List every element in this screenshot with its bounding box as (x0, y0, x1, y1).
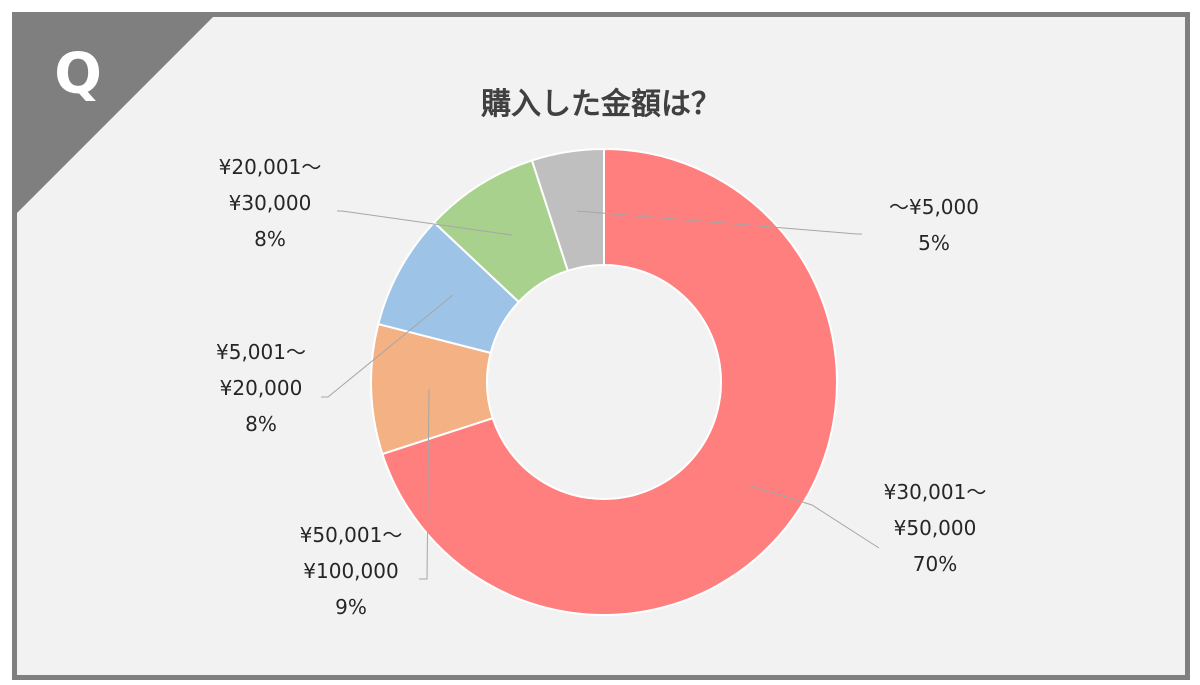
donut-chart: ¥30,001～ ¥50,000 70% ¥50,001～ ¥100,000 9% ¥5,0… (216, 147, 987, 619)
leader-line-3 (321, 294, 454, 398)
slice-category-label: ¥20,000 (220, 376, 303, 400)
donut-slice-5 (530, 147, 605, 272)
slice-percent-label: 8% (245, 412, 277, 436)
slice-percent-label: 70% (913, 552, 957, 576)
slice-category-label: ¥30,001～ (884, 480, 987, 504)
slice-percent-label: 8% (254, 227, 286, 251)
leader-line-4 (337, 210, 513, 236)
slice-category-label: ¥50,000 (894, 516, 977, 540)
q-mark: Q (54, 42, 102, 107)
chart-frame: Q 購入した金額は？ ¥30,001～ ¥50,000 70% ¥50,001～ ¥10… (12, 12, 1190, 680)
leader-line-1 (747, 484, 880, 549)
slice-category-label: ¥50,001～ (300, 523, 403, 547)
leader-line-5 (576, 210, 862, 235)
donut-slice-1 (381, 147, 838, 616)
slice-category-label: ～¥5,000 (889, 195, 979, 219)
chart-title: 購入した金額は？ (481, 87, 721, 122)
slice-category-label: ¥100,000 (303, 559, 398, 583)
leader-line-2 (419, 388, 430, 580)
slice-category-label: ¥5,001～ (216, 340, 306, 364)
slice-percent-label: 9% (335, 595, 367, 619)
slice-category-label: ¥20,001～ (219, 155, 322, 179)
slice-category-label: ¥30,000 (229, 191, 312, 215)
slice-percent-label: 5% (918, 231, 950, 255)
